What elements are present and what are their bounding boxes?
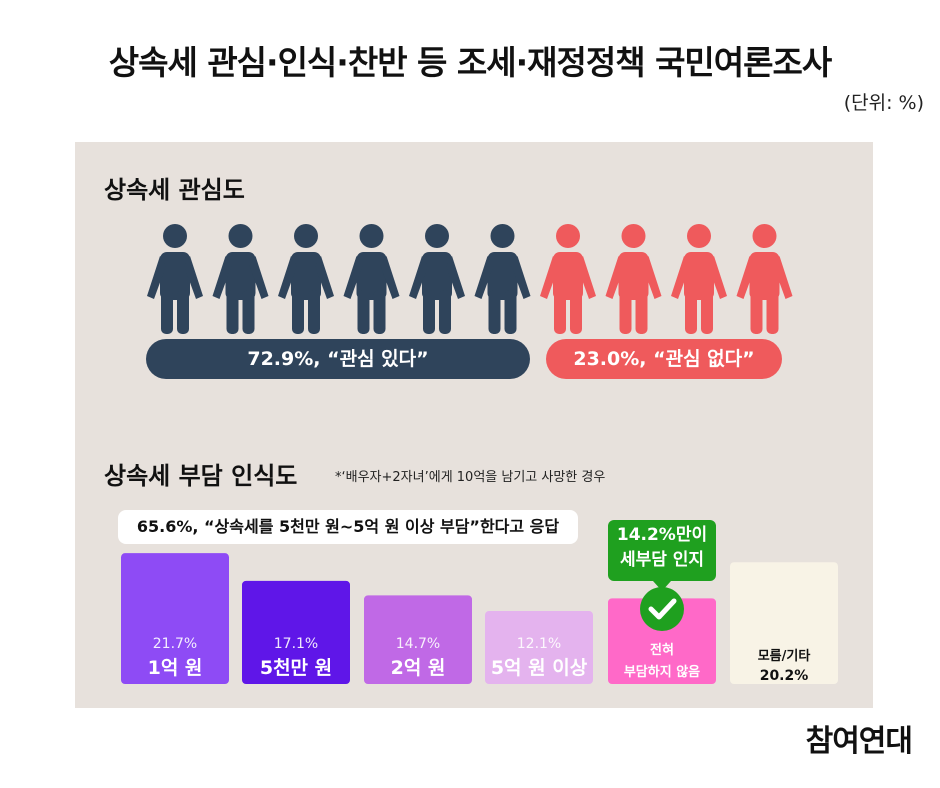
person-icon <box>409 224 465 334</box>
bar-group: 21.7% 1억 원 <box>121 553 229 684</box>
bar <box>121 553 229 684</box>
awareness-badge: 14.2%만이 세부담 인지 <box>608 520 716 581</box>
category-label: 전혀 <box>650 642 674 658</box>
summary-callout: 65.6%, “상속세를 5천만 원~5억 원 이상 부담”한다고 응답 <box>118 510 578 544</box>
category-label: 2억 원 <box>391 657 446 679</box>
bar-group: 14.7% 2억 원 <box>364 595 472 684</box>
burden-section-title: 상속세 부담 인식도 <box>104 462 298 490</box>
value-label: 12.1% <box>517 636 561 652</box>
category-label: 모름/기타 <box>758 648 811 664</box>
bar-group: 12.1% 5억 원 이상 <box>485 611 593 684</box>
footnote: *‘배우자+2자녀’에게 10억을 남기고 사망한 경우 <box>335 470 606 485</box>
bar <box>608 598 716 684</box>
person-icon <box>343 224 400 334</box>
category-label: 1억 원 <box>148 657 203 679</box>
person-icon <box>212 224 269 334</box>
bar <box>242 580 350 684</box>
bar <box>364 595 472 684</box>
not-interested-label: 23.0%, “관심 없다” <box>573 348 755 370</box>
badge-line-1: 14.2%만이 <box>616 525 708 545</box>
person-icon <box>147 224 203 334</box>
value-label: 17.1% <box>274 636 318 652</box>
value-label: 21.7% <box>153 636 197 652</box>
interest-section-title: 상속세 관심도 <box>104 176 245 204</box>
category-label: 5억 원 이상 <box>491 657 588 679</box>
value-label: 20.2% <box>760 668 809 684</box>
unit-label: (단위: %) <box>843 92 924 114</box>
value-label: 14.7% <box>396 636 440 652</box>
person-icon <box>278 224 334 334</box>
bar-group: 모름/기타 20.2% <box>730 562 838 684</box>
bar <box>730 562 838 684</box>
category-label: 5천만 원 <box>260 657 332 679</box>
bar-group: 17.1% 5천만 원 <box>242 580 350 684</box>
category-label: 부담하지 않음 <box>624 664 700 680</box>
interested-label: 72.9%, “관심 있다” <box>247 348 429 370</box>
bar <box>485 611 593 684</box>
not-interested-pill: 23.0%, “관심 없다” <box>546 339 782 379</box>
person-icon <box>605 224 662 334</box>
person-icon <box>736 224 793 334</box>
page-title: 상속세 관심·인식·찬반 등 조세·재정정책 국민여론조사 <box>108 43 832 82</box>
logo: 참여연대 <box>805 724 913 759</box>
badge-line-2: 세부담 인지 <box>619 550 705 570</box>
badge-pointer <box>653 581 671 591</box>
person-icon <box>540 224 596 334</box>
person-icon <box>474 224 531 334</box>
check-circle-icon <box>640 587 684 631</box>
person-icon <box>671 224 727 334</box>
interested-pill: 72.9%, “관심 있다” <box>146 339 530 379</box>
